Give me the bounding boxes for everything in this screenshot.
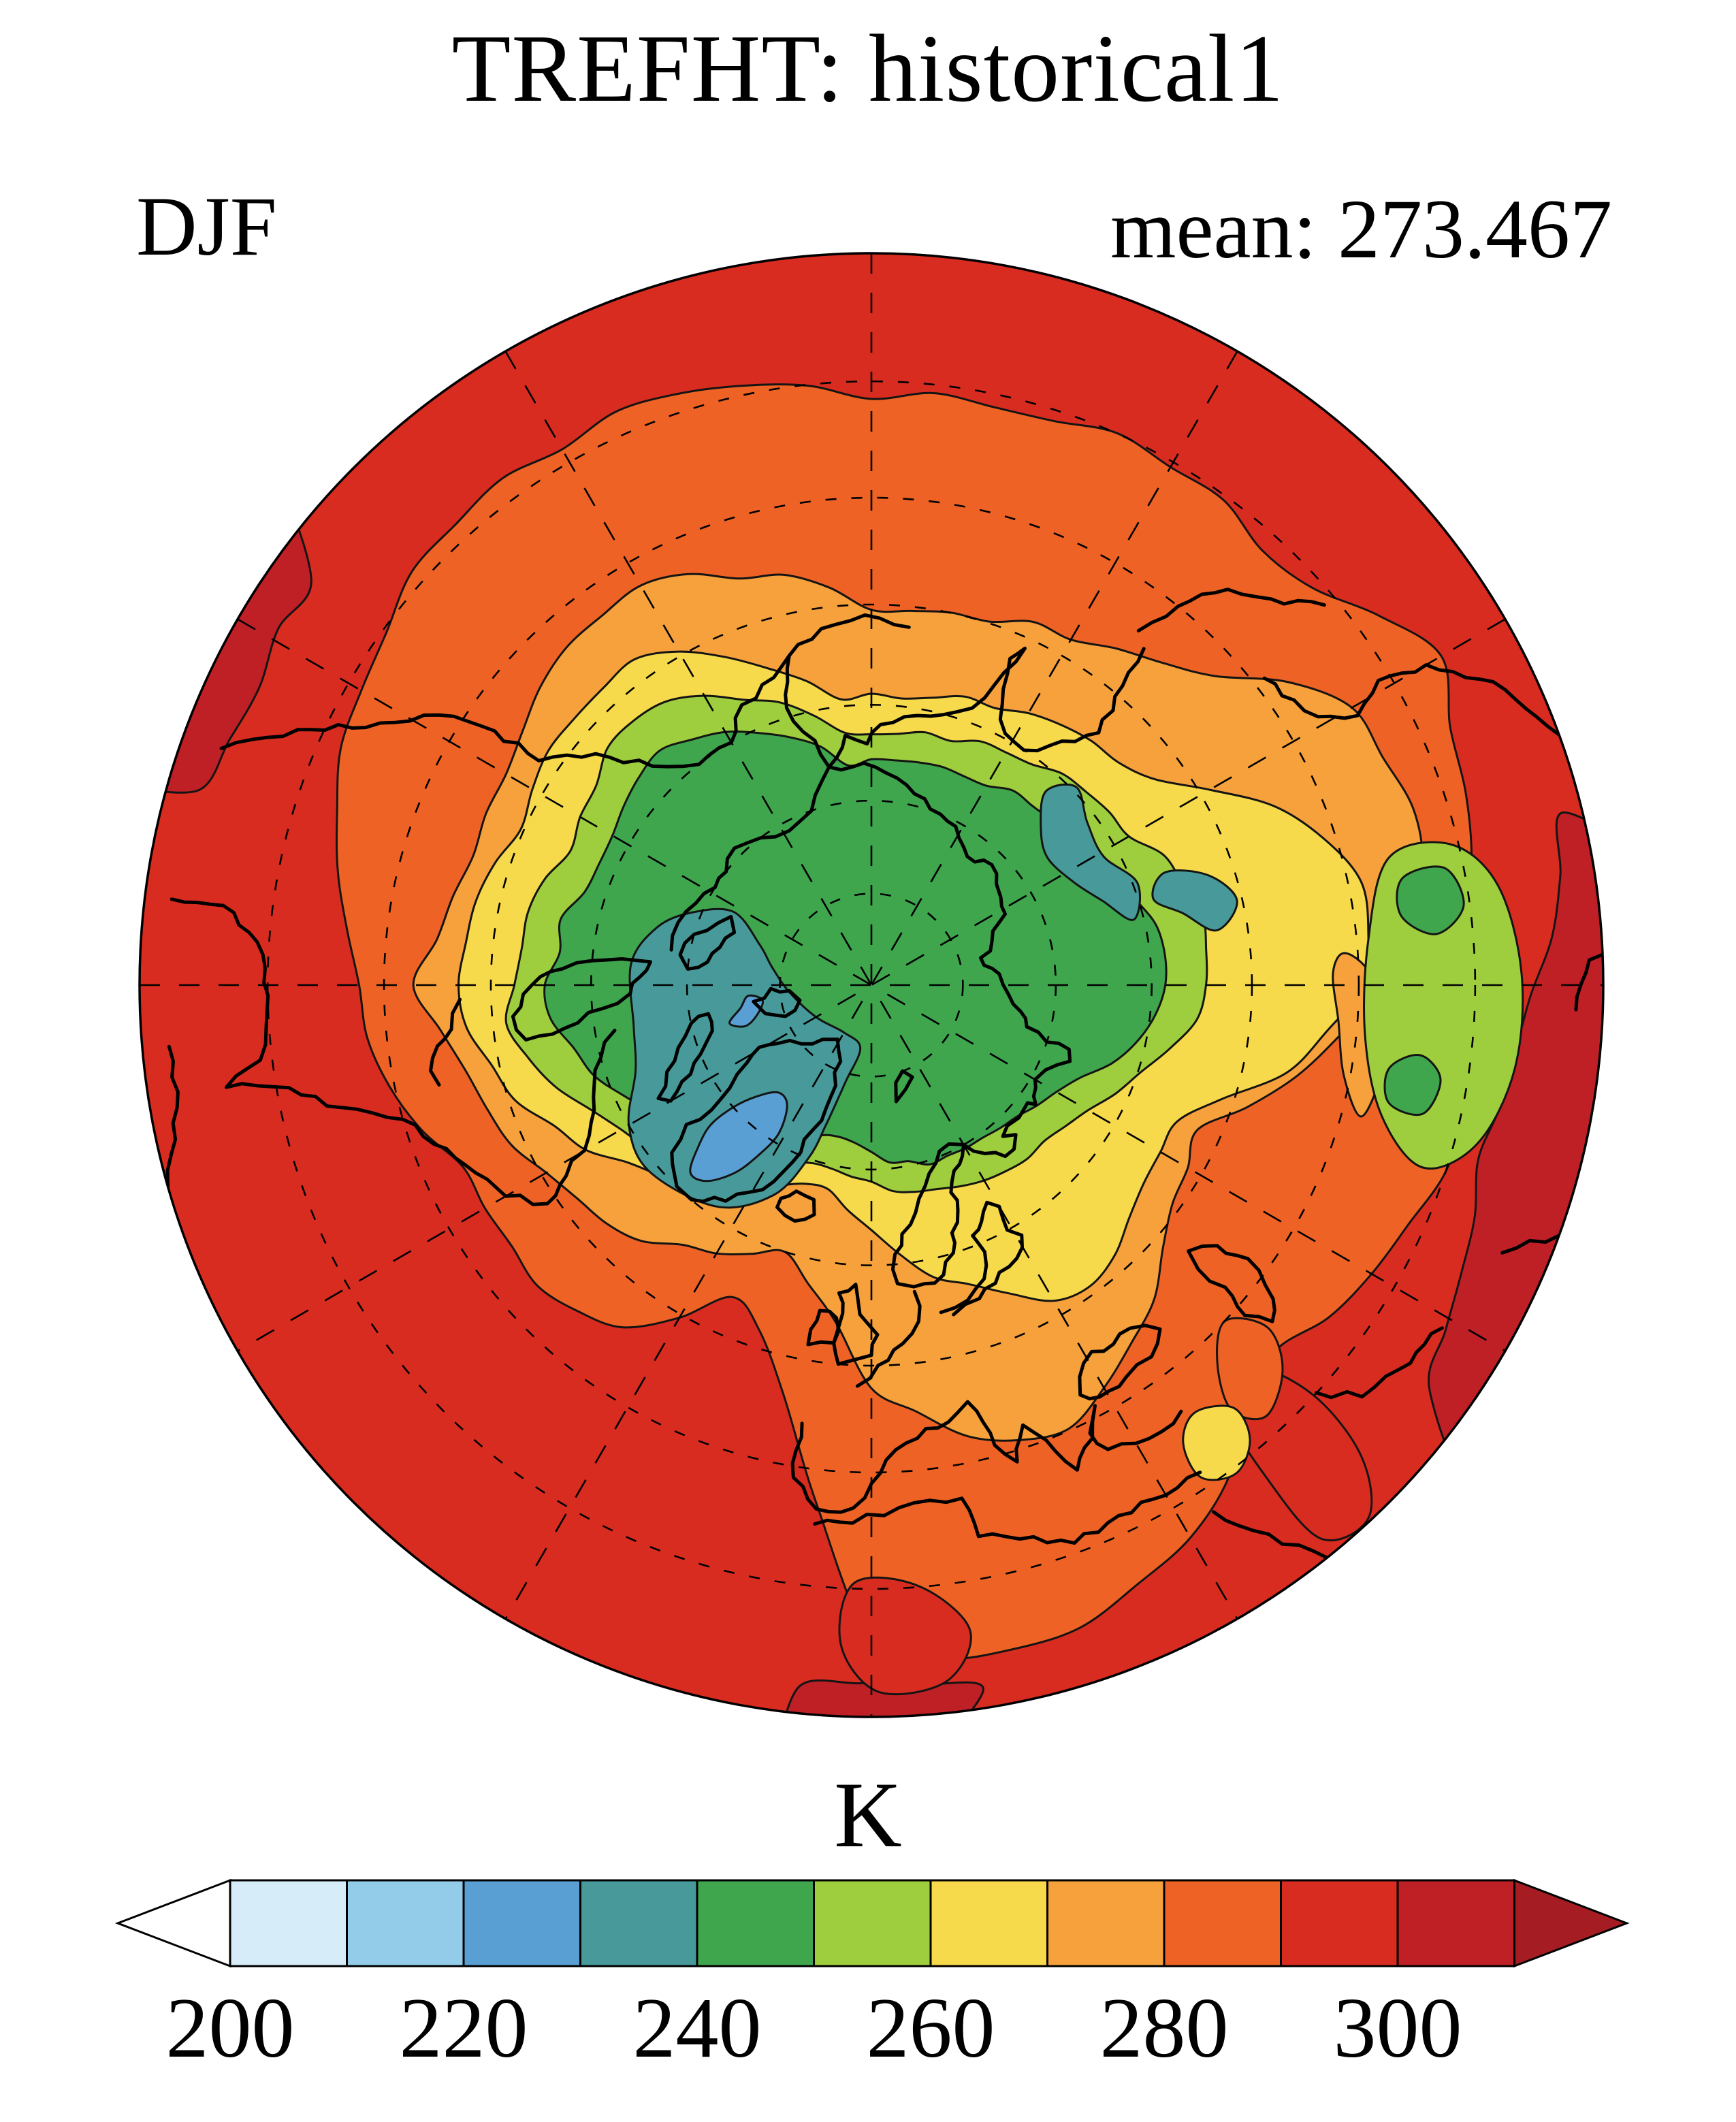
colorbar-tick-label: 300 <box>1333 1981 1462 2076</box>
colorbar-box <box>462 1879 581 1967</box>
coastline-segment <box>429 997 462 1087</box>
colorbar-tick-label: 260 <box>866 1981 995 2076</box>
coastline-segment <box>670 1038 843 1204</box>
band-240-250-tibet-core-north <box>1396 865 1465 935</box>
colorbar-tick-label: 280 <box>1099 1981 1229 2076</box>
coastline-segment <box>1262 663 1603 743</box>
colorbar-box <box>1280 1879 1399 1967</box>
coastline-segment <box>1574 928 1603 1012</box>
coastline-segment <box>827 761 1029 1029</box>
coastline-segment <box>787 613 911 658</box>
meridian-line <box>237 618 1506 1352</box>
band-280-290-caspian-spot <box>1216 1317 1284 1421</box>
coastline-segment <box>827 646 1146 769</box>
coastline-segment <box>855 1289 922 1388</box>
graticule <box>140 253 1603 1717</box>
coastline-segment <box>775 1189 816 1223</box>
coastline-segment <box>170 897 270 1089</box>
colorbar <box>114 1878 1630 1968</box>
colorbar-box <box>579 1879 698 1967</box>
plot-title: TREFHT: historical1 <box>451 14 1285 122</box>
coastline-segment <box>813 1470 1202 1545</box>
meridian-line <box>504 351 1238 1620</box>
coastline-segment <box>1187 1244 1276 1323</box>
coastline-segment <box>656 1012 714 1103</box>
colorbar-box <box>813 1879 932 1967</box>
meridian-line <box>504 351 1238 1620</box>
map-rim <box>138 252 1605 1718</box>
coastline-segment <box>806 1308 841 1347</box>
band-230-240-siberia-west <box>1040 783 1142 921</box>
colorbar-tick-label: 240 <box>632 1981 762 2076</box>
colorbar-box <box>696 1879 815 1967</box>
colorbar-box <box>929 1879 1048 1967</box>
colorbar-box <box>1163 1879 1282 1967</box>
colorbar-tick-label: 200 <box>165 1981 295 2076</box>
band-300-310-southeast-asia <box>1428 811 1603 1494</box>
coastline-segment <box>752 986 802 1018</box>
coastline-segment <box>511 957 652 1042</box>
coastline-segment <box>1136 588 1326 632</box>
coastline-segment <box>939 1200 1024 1317</box>
band-220-230-greenland <box>689 1091 788 1183</box>
colorbar-box <box>1396 1879 1515 1967</box>
colorbar-box <box>1046 1879 1166 1967</box>
band-260-270-east-europe-spot <box>1182 1404 1251 1481</box>
meridian-line <box>237 618 1506 1352</box>
colorbar-under-arrow <box>114 1878 231 1968</box>
coastline-segment <box>894 1069 914 1104</box>
colorbar-box <box>346 1879 465 1967</box>
coastline-segment <box>165 1044 180 1189</box>
coastline-segment <box>1315 1326 1444 1400</box>
coastline-segment <box>678 914 737 971</box>
coastlines <box>165 588 1603 1571</box>
coastline-segment <box>1078 1323 1162 1401</box>
colorbar-tick-label: 220 <box>399 1981 528 2076</box>
coastline-segment <box>219 654 791 769</box>
colorbar-units-label: K <box>834 1763 902 1867</box>
season-label: DJF <box>136 180 277 273</box>
coastline-segment <box>961 1025 1072 1159</box>
band-240-250-tibet-core-south <box>1383 1054 1442 1116</box>
band-290-300-morocco <box>838 1576 972 1696</box>
coastline-segment <box>225 1029 617 1206</box>
band-230-240-siberia-east <box>1151 869 1238 932</box>
coastline-segment <box>890 1142 965 1289</box>
colorbar-box <box>229 1879 348 1967</box>
coastline-segment <box>669 654 831 952</box>
colorbar-over-arrow <box>1513 1878 1630 1968</box>
mean-label: mean: 273.467 <box>1110 182 1612 276</box>
coastline-segment <box>790 1400 1183 1514</box>
